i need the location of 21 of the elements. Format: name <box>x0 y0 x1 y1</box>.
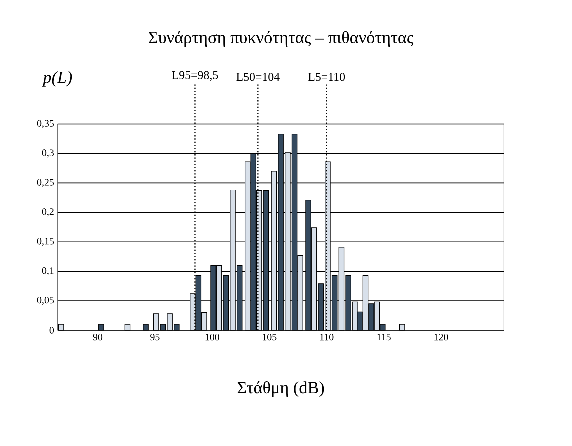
y-axis-title: p(L) <box>42 71 72 87</box>
y-tick-label: 0 <box>50 326 54 334</box>
ref-line-label: L50=104 <box>236 72 280 81</box>
x-tick-label: 115 <box>378 334 391 340</box>
y-tick-label: 0,35 <box>37 120 54 128</box>
x-tick-label: 110 <box>320 334 334 341</box>
ref-line-label: L5=110 <box>308 72 346 81</box>
y-tick-label: 0,3 <box>42 150 54 158</box>
y-tick-label: 0,25 <box>37 178 54 188</box>
y-tick-label: 0,1 <box>42 267 54 276</box>
x-tick-label: 120 <box>434 334 448 341</box>
ref-line-label: L95=98,5 <box>172 71 218 82</box>
x-tick-label: 105 <box>263 334 277 341</box>
chart-title: Συνάρτηση πυκνότητας – πιθανότητας <box>149 31 414 47</box>
y-tick-label: 0,15 <box>37 238 54 246</box>
x-tick-label: 100 <box>206 334 220 341</box>
x-tick-label: 90 <box>93 334 103 341</box>
y-tick-label: 0,2 <box>42 208 54 217</box>
x-tick-label: 95 <box>150 334 160 341</box>
x-axis-title: Στάθμη (dB) <box>238 381 324 398</box>
y-tick-label: 0,05 <box>37 296 54 305</box>
